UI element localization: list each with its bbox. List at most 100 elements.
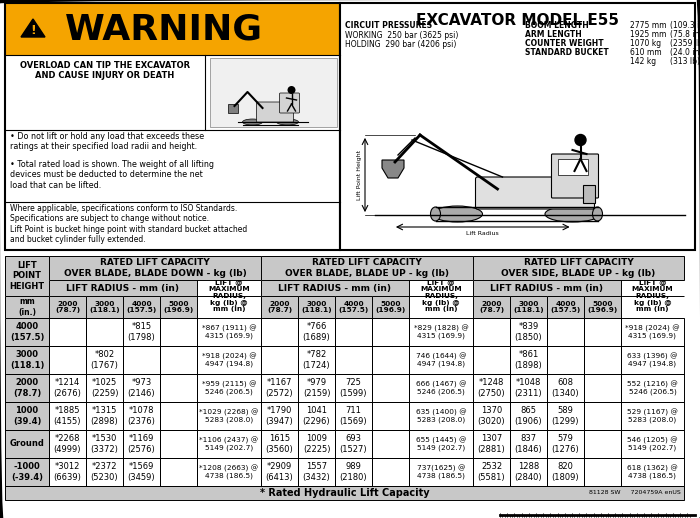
Text: CIRCUIT PRESSURES: CIRCUIT PRESSURES <box>345 21 432 30</box>
Text: *979
(2159): *979 (2159) <box>302 379 330 397</box>
FancyBboxPatch shape <box>335 296 372 318</box>
Circle shape <box>575 135 586 146</box>
FancyBboxPatch shape <box>123 296 160 318</box>
Text: 618 (1362) @
4738 (186.5): 618 (1362) @ 4738 (186.5) <box>627 465 678 479</box>
Text: *1208 (2663) @
4738 (186.5): *1208 (2663) @ 4738 (186.5) <box>199 465 258 479</box>
Text: 1041
(2296): 1041 (2296) <box>302 407 330 425</box>
Text: (2359 lb): (2359 lb) <box>670 39 700 48</box>
Text: 5000
(196.9): 5000 (196.9) <box>587 300 617 313</box>
Text: LIFT @
MAXIMUM
RADIUS,
kg (lb) @
mm (in): LIFT @ MAXIMUM RADIUS, kg (lb) @ mm (in) <box>208 280 250 312</box>
Text: 2532
(5581): 2532 (5581) <box>477 463 505 482</box>
Text: • Total rated load is shown. The weight of all lifting
devices must be deducted : • Total rated load is shown. The weight … <box>10 160 214 190</box>
FancyBboxPatch shape <box>5 402 49 430</box>
Text: 4000
(157.5): 4000 (157.5) <box>10 323 44 341</box>
Text: 633 (1396) @
4947 (194.8): 633 (1396) @ 4947 (194.8) <box>627 353 678 367</box>
Text: 1615
(3560): 1615 (3560) <box>265 435 293 454</box>
Text: WORKING  250 bar (3625 psi): WORKING 250 bar (3625 psi) <box>345 31 459 40</box>
Text: 2775 mm: 2775 mm <box>630 21 666 30</box>
FancyBboxPatch shape <box>86 296 123 318</box>
Text: 2000
(78.7): 2000 (78.7) <box>13 379 41 397</box>
Text: Lift Point Height: Lift Point Height <box>357 150 362 200</box>
Text: LIFT @
MAXIMUM
RADIUS,
kg (lb) @
mm (in): LIFT @ MAXIMUM RADIUS, kg (lb) @ mm (in) <box>631 280 673 312</box>
Text: LIFT RADIUS - mm (in): LIFT RADIUS - mm (in) <box>279 283 391 293</box>
Text: *2268
(4999): *2268 (4999) <box>54 435 81 454</box>
FancyBboxPatch shape <box>5 256 49 296</box>
FancyBboxPatch shape <box>5 486 684 500</box>
FancyBboxPatch shape <box>473 280 621 296</box>
Text: 2000
(78.7): 2000 (78.7) <box>55 300 80 313</box>
Ellipse shape <box>242 119 262 125</box>
FancyBboxPatch shape <box>475 177 594 209</box>
Text: RATED LIFT CAPACITY
OVER SIDE, BLADE UP - kg (lb): RATED LIFT CAPACITY OVER SIDE, BLADE UP … <box>501 258 656 278</box>
FancyBboxPatch shape <box>279 93 300 113</box>
Text: *861
(1898): *861 (1898) <box>514 351 542 369</box>
Text: 989
(2180): 989 (2180) <box>340 463 368 482</box>
Text: 1370
(3020): 1370 (3020) <box>477 407 505 425</box>
Text: 608
(1340): 608 (1340) <box>552 379 580 397</box>
Text: -1000
(-39.4): -1000 (-39.4) <box>11 463 43 482</box>
Polygon shape <box>382 160 404 178</box>
Text: LIFT @
MAXIMUM
RADIUS,
kg (lb) @
mm (in): LIFT @ MAXIMUM RADIUS, kg (lb) @ mm (in) <box>420 280 462 312</box>
Text: *1025
(2259): *1025 (2259) <box>91 379 118 397</box>
FancyBboxPatch shape <box>547 296 584 318</box>
Text: Where applicable, specifications conform to ISO Standards.
Specifications are su: Where applicable, specifications conform… <box>10 204 247 244</box>
FancyBboxPatch shape <box>340 3 695 250</box>
Ellipse shape <box>433 206 482 222</box>
Text: 4000
(157.5): 4000 (157.5) <box>550 300 580 313</box>
Text: *973
(2146): *973 (2146) <box>127 379 155 397</box>
Text: 529 (1167) @
5283 (208.0): 529 (1167) @ 5283 (208.0) <box>627 409 678 423</box>
Text: 1557
(3432): 1557 (3432) <box>302 463 330 482</box>
FancyBboxPatch shape <box>5 3 340 55</box>
Text: *1530
(3372): *1530 (3372) <box>90 435 118 454</box>
Text: (24.0 in): (24.0 in) <box>670 48 700 57</box>
Text: RATED LIFT CAPACITY
OVER BLADE, BLADE UP - kg (lb): RATED LIFT CAPACITY OVER BLADE, BLADE UP… <box>285 258 449 278</box>
Text: BOOM LENGTH: BOOM LENGTH <box>525 21 589 30</box>
Text: *918 (2024) @
4315 (169.9): *918 (2024) @ 4315 (169.9) <box>625 325 680 339</box>
Text: 1307
(2881): 1307 (2881) <box>477 435 505 454</box>
FancyBboxPatch shape <box>510 296 547 318</box>
Text: *3012
(6639): *3012 (6639) <box>54 463 81 482</box>
Text: *766
(1689): *766 (1689) <box>302 323 330 341</box>
Text: RATED LIFT CAPACITY
OVER BLADE, BLADE DOWN - kg (lb): RATED LIFT CAPACITY OVER BLADE, BLADE DO… <box>64 258 246 278</box>
FancyBboxPatch shape <box>5 296 49 318</box>
Text: *1248
(2750): *1248 (2750) <box>477 379 505 397</box>
Text: *2372
(5230): *2372 (5230) <box>91 463 118 482</box>
Text: *829 (1828) @
4315 (169.9): *829 (1828) @ 4315 (169.9) <box>414 325 468 339</box>
Text: (109.3 in): (109.3 in) <box>670 21 700 30</box>
Text: 4000
(157.5): 4000 (157.5) <box>338 300 369 313</box>
Text: 4000
(157.5): 4000 (157.5) <box>127 300 157 313</box>
FancyBboxPatch shape <box>49 296 86 318</box>
FancyBboxPatch shape <box>261 280 409 296</box>
Text: *1167
(2572): *1167 (2572) <box>266 379 293 397</box>
Text: 3000
(118.1): 3000 (118.1) <box>89 300 120 313</box>
FancyBboxPatch shape <box>5 374 49 402</box>
Ellipse shape <box>592 207 603 221</box>
Text: 1288
(2840): 1288 (2840) <box>514 463 542 482</box>
Text: *918 (2024) @
4947 (194.8): *918 (2024) @ 4947 (194.8) <box>202 353 256 367</box>
Text: 2000
(78.7): 2000 (78.7) <box>479 300 504 313</box>
Text: 820
(1809): 820 (1809) <box>552 463 580 482</box>
Text: * Rated Hydraulic Lift Capacity: * Rated Hydraulic Lift Capacity <box>260 488 429 498</box>
FancyBboxPatch shape <box>261 296 298 318</box>
Text: LIFT
POINT
HEIGHT: LIFT POINT HEIGHT <box>9 262 45 291</box>
Text: *1029 (2268) @
5283 (208.0): *1029 (2268) @ 5283 (208.0) <box>199 409 259 423</box>
Polygon shape <box>21 19 45 37</box>
Text: 5000
(196.9): 5000 (196.9) <box>375 300 405 313</box>
Text: 1009
(2225): 1009 (2225) <box>302 435 330 454</box>
Text: 2000
(78.7): 2000 (78.7) <box>267 300 292 313</box>
FancyBboxPatch shape <box>5 318 49 346</box>
Text: !: ! <box>30 23 36 36</box>
Circle shape <box>288 86 295 94</box>
FancyBboxPatch shape <box>372 296 409 318</box>
Text: 3000
(118.1): 3000 (118.1) <box>301 300 332 313</box>
FancyBboxPatch shape <box>5 458 49 486</box>
Text: EXCAVATOR MODEL E55: EXCAVATOR MODEL E55 <box>416 13 619 28</box>
FancyBboxPatch shape <box>473 296 510 318</box>
Text: *782
(1724): *782 (1724) <box>302 351 330 369</box>
Ellipse shape <box>545 206 600 222</box>
FancyBboxPatch shape <box>5 430 49 458</box>
Text: *959 (2115) @
5246 (206.5): *959 (2115) @ 5246 (206.5) <box>202 381 256 395</box>
Text: *1169
(2576): *1169 (2576) <box>127 435 155 454</box>
Text: LIFT RADIUS - mm (in): LIFT RADIUS - mm (in) <box>66 283 179 293</box>
Text: OVERLOAD CAN TIP THE EXCAVATOR
AND CAUSE INJURY OR DEATH: OVERLOAD CAN TIP THE EXCAVATOR AND CAUSE… <box>20 61 190 80</box>
